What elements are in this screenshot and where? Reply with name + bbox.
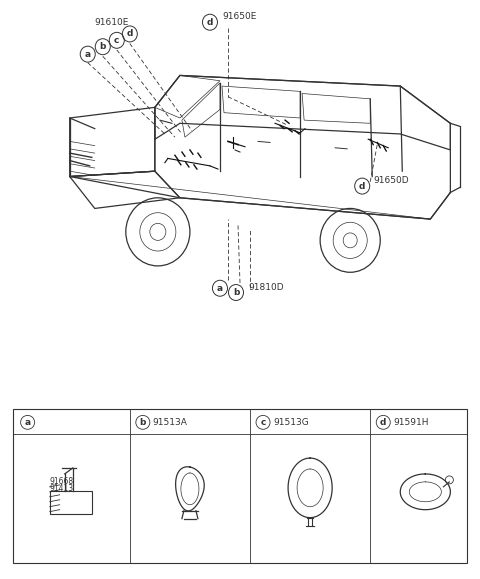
Text: d: d [207,18,213,27]
Text: d: d [127,30,133,38]
Text: a: a [217,284,223,293]
Text: c: c [260,418,266,427]
Text: a: a [24,418,31,427]
Text: 91513G: 91513G [273,418,309,427]
Text: 91591H: 91591H [393,418,429,427]
Text: a: a [84,50,91,58]
Text: b: b [140,418,146,427]
Text: 91810D: 91810D [248,283,284,292]
Text: d: d [380,418,386,427]
Text: 91413: 91413 [49,484,74,493]
Text: 91650D: 91650D [373,176,409,185]
Text: b: b [99,42,106,51]
Text: 91650E: 91650E [222,12,256,21]
Text: 91513A: 91513A [153,418,188,427]
Text: 91668: 91668 [49,477,74,486]
Text: b: b [233,288,239,297]
Text: 91610E: 91610E [95,19,129,27]
Text: d: d [359,182,365,190]
Text: c: c [114,36,120,45]
